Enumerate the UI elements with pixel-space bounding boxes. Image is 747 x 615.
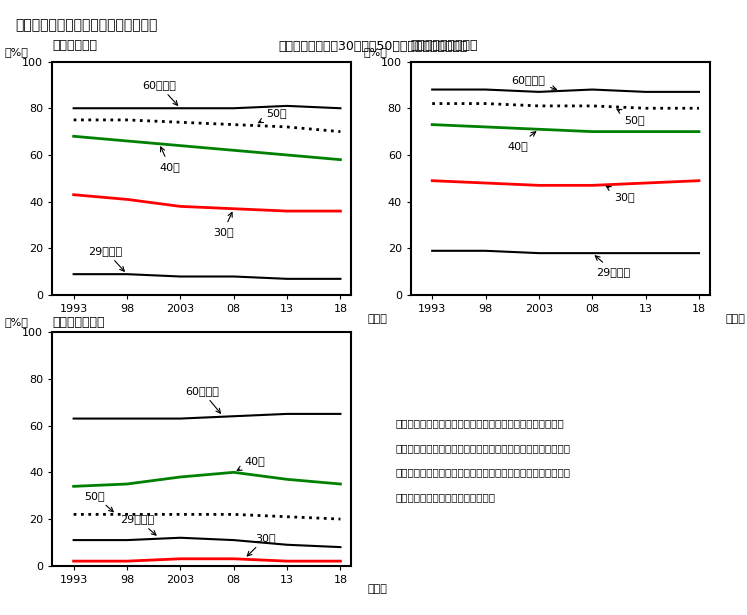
Text: 29歳以下: 29歳以下 <box>595 256 630 277</box>
Text: 30代: 30代 <box>247 533 276 556</box>
Text: 40代: 40代 <box>159 147 180 172</box>
Text: 30代: 30代 <box>213 212 233 237</box>
Text: 30代: 30代 <box>607 186 635 202</box>
Text: 第３－２－５図　世帯構成別の持家率: 第３－２－５図 世帯構成別の持家率 <box>15 18 158 33</box>
Text: 40代: 40代 <box>507 132 536 151</box>
Text: 40代: 40代 <box>238 456 265 470</box>
Text: ２．主世帯の世帯数を用いて算出（主世帯とは、同: ２．主世帯の世帯数を用いて算出（主世帯とは、同 <box>396 443 571 453</box>
Text: （備考）　１．総務省「住宅・土地統計調査」により作成。: （備考） １．総務省「住宅・土地統計調査」により作成。 <box>396 418 565 428</box>
Text: 50代: 50代 <box>84 491 114 512</box>
Text: を除いた世帯。）。: を除いた世帯。）。 <box>396 492 496 502</box>
Text: （年）: （年） <box>725 314 746 324</box>
Text: 29歳以下: 29歳以下 <box>120 514 156 535</box>
Text: （１）総世帯: （１）総世帯 <box>52 39 97 52</box>
Text: 60歳以上: 60歳以上 <box>185 386 220 413</box>
Text: 60歳以上: 60歳以上 <box>142 80 178 105</box>
Text: 総世帯の持家率は30代から50代で緩やかな低下傾向: 総世帯の持家率は30代から50代で緩やかな低下傾向 <box>279 40 468 53</box>
Text: 50代: 50代 <box>617 109 645 125</box>
Text: （年）: （年） <box>367 584 387 595</box>
Y-axis label: （%）: （%） <box>363 47 387 57</box>
Text: 29歳以下: 29歳以下 <box>89 246 124 271</box>
Text: （３）単身世帯: （３）単身世帯 <box>52 316 105 329</box>
Text: （年）: （年） <box>367 314 387 324</box>
Text: （２）二人以上世帯: （２）二人以上世帯 <box>411 39 478 52</box>
Y-axis label: （%）: （%） <box>4 47 28 57</box>
Y-axis label: （%）: （%） <box>4 317 28 327</box>
Text: 50代: 50代 <box>258 108 287 122</box>
Text: 居世帯及び住宅以外の建物に居住している世帯: 居世帯及び住宅以外の建物に居住している世帯 <box>396 467 571 477</box>
Text: 60歳以上: 60歳以上 <box>511 75 557 90</box>
